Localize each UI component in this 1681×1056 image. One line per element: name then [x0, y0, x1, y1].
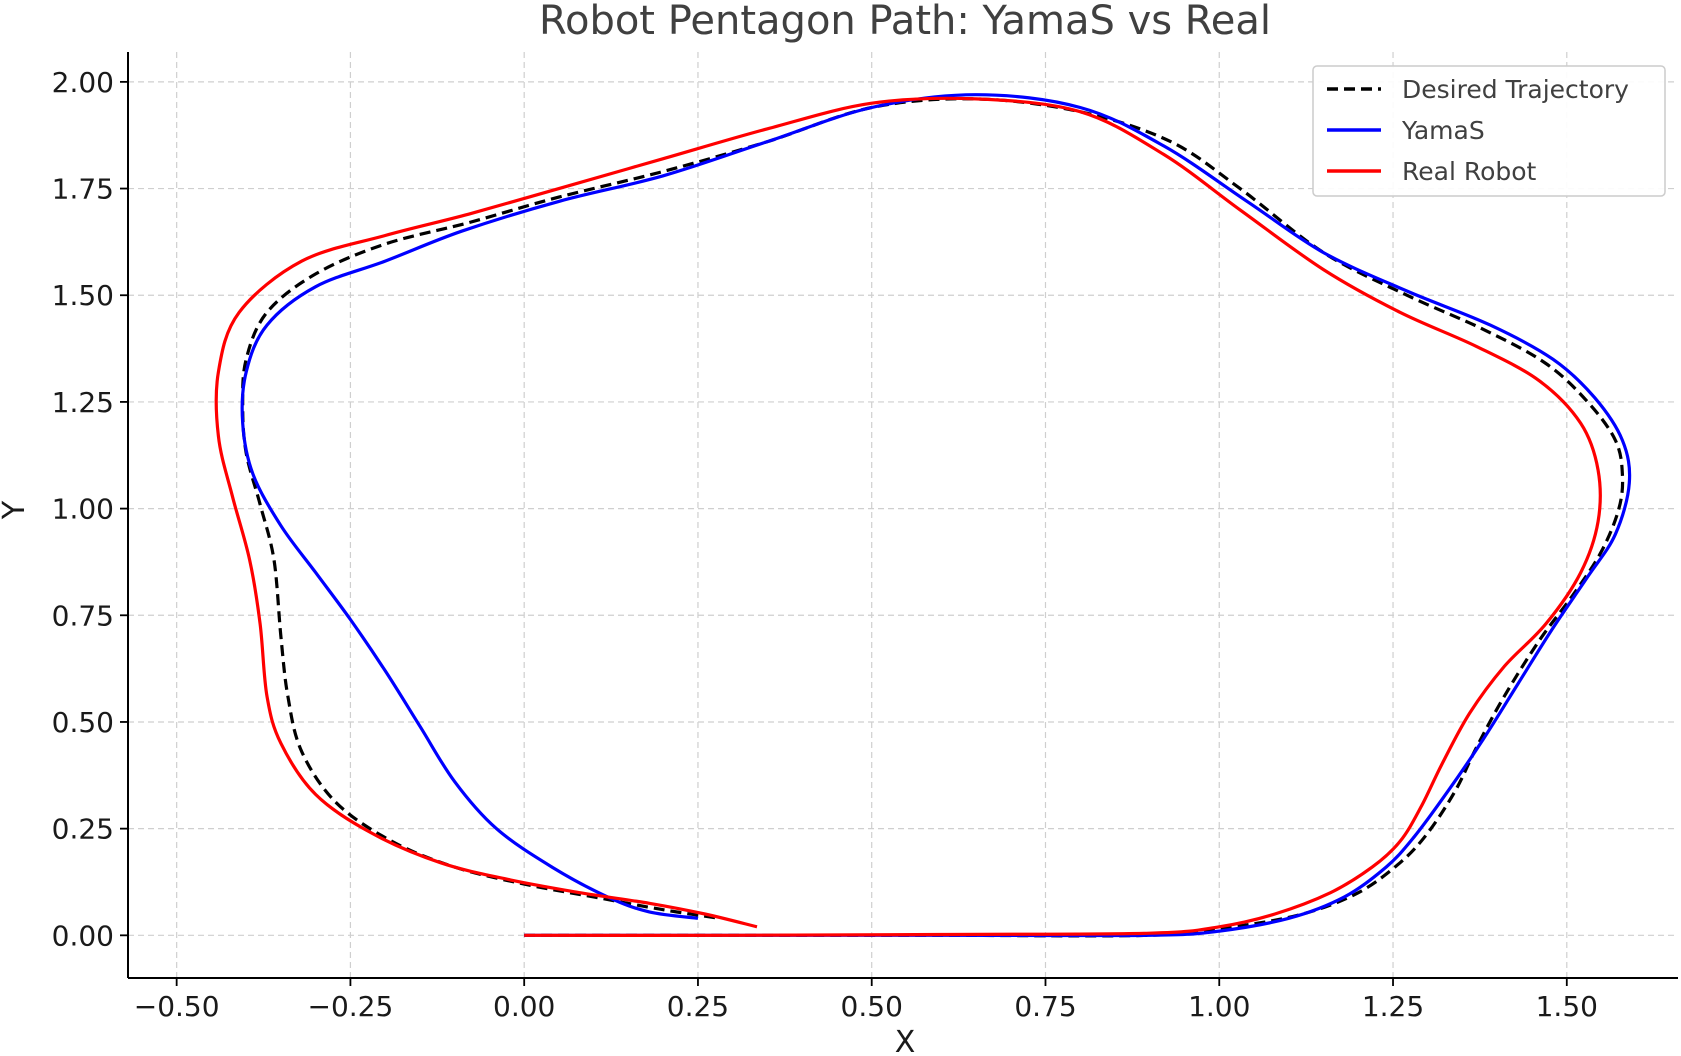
x-ticks: −0.50 −0.25 0.00 0.25 0.50 0.75 1.00 1.25 1.50 — [134, 978, 1598, 1023]
series-line-desired-trajectory — [241, 97, 1625, 938]
axes — [127, 52, 1678, 979]
legend-box — [1312, 65, 1666, 197]
y-tick-label: 0.75 — [52, 599, 114, 632]
x-tick-label: 1.00 — [1188, 990, 1250, 1023]
y-tick-label: 1.75 — [52, 173, 114, 206]
y-tick-label: 0.00 — [52, 919, 114, 952]
legend-label-desired: Desired Trajectory — [1402, 75, 1629, 104]
y-tick-label: 2.00 — [52, 66, 114, 99]
legend-label-yamas: YamaS — [1401, 116, 1485, 145]
x-tick-label: −0.50 — [134, 990, 220, 1023]
legend: Desired Trajectory YamaS Real Robot — [1312, 65, 1666, 197]
x-tick-label: 1.25 — [1362, 990, 1424, 1023]
y-tick-label: 1.50 — [52, 279, 114, 312]
y-tick-label: 0.25 — [52, 813, 114, 846]
x-axis-label: X — [895, 1025, 916, 1056]
y-tick-label: 1.25 — [52, 386, 114, 419]
x-tick-label: 0.50 — [841, 990, 903, 1023]
plot-series — [214, 93, 1632, 938]
x-tick-label: 0.25 — [667, 990, 729, 1023]
x-tick-label: 0.75 — [1014, 990, 1076, 1023]
y-axis-label: Y — [0, 500, 32, 520]
x-tick-label: −0.25 — [308, 990, 394, 1023]
x-tick-label: 0.00 — [493, 990, 555, 1023]
chart-title: Robot Pentagon Path: YamaS vs Real — [539, 0, 1271, 44]
series-line-yamas — [240, 93, 1632, 938]
legend-label-real: Real Robot — [1402, 157, 1537, 186]
x-tick-label: 1.50 — [1536, 990, 1598, 1023]
series-line-real-robot — [214, 96, 1602, 937]
y-ticks: 0.00 0.25 0.50 0.75 1.00 1.25 1.50 1.75 2.00 — [52, 66, 128, 952]
y-tick-label: 0.50 — [52, 706, 114, 739]
y-tick-label: 1.00 — [52, 493, 114, 526]
